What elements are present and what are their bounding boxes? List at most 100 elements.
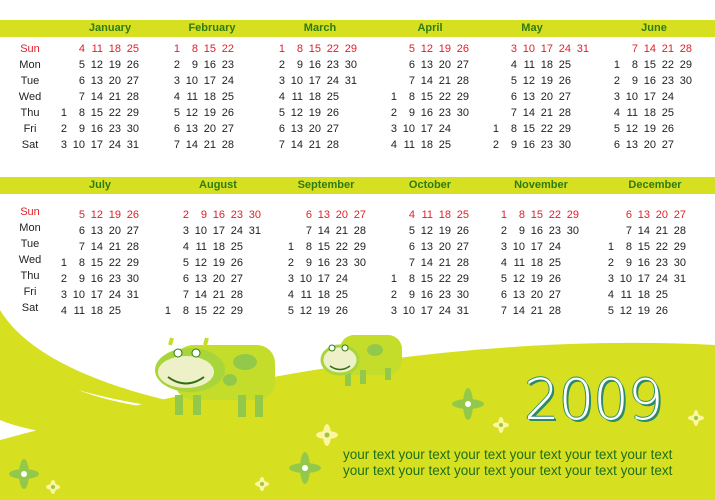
day-cell: 27: [456, 59, 469, 71]
day-cell: 7: [500, 305, 507, 317]
day-cell: 10: [522, 43, 535, 55]
day-cell: 2: [390, 289, 397, 301]
tagline-line-1: your text your text your text your text …: [343, 447, 673, 462]
day-cell: 17: [90, 289, 103, 301]
day-cell: 13: [317, 209, 330, 221]
month-title-september: September: [297, 179, 355, 191]
day-cell: 28: [456, 75, 469, 87]
month-grid-january: 1 2 3 4 5 6 7 8 9 10 11 12 13 14 15 16 17 18 19 20 21 22 23 24 2…: [49, 43, 169, 163]
day-cell: 9: [631, 75, 638, 87]
day-cell: 14: [420, 257, 433, 269]
day-cell: 15: [90, 257, 103, 269]
day-cell: 12: [90, 59, 103, 71]
day-cell: 17: [203, 75, 216, 87]
day-cell: 12: [90, 209, 103, 221]
day-cell: 13: [637, 209, 650, 221]
day-cell: 4: [408, 209, 415, 221]
day-cell: 5: [287, 305, 294, 317]
day-cell: 2: [607, 257, 614, 269]
month-title-march: March: [303, 22, 337, 34]
day-cell: 20: [108, 225, 121, 237]
day-cell: 27: [126, 75, 139, 87]
day-cell: 2: [287, 257, 294, 269]
day-cell: 15: [317, 241, 330, 253]
day-cell: 10: [512, 241, 525, 253]
day-cell: 26: [126, 209, 139, 221]
day-cell: 17: [540, 43, 553, 55]
day-cell: 30: [566, 225, 579, 237]
day-cell: 11: [513, 257, 525, 269]
day-cell: 26: [661, 123, 674, 135]
day-cell: 3: [173, 75, 180, 87]
day-cell: 8: [625, 241, 632, 253]
day-cell: 8: [78, 257, 85, 269]
day-label: Mon: [19, 59, 41, 71]
day-cell: 27: [230, 273, 243, 285]
month-header-bar-bottom: [0, 177, 715, 194]
day-cell: 19: [643, 123, 656, 135]
day-cell: 16: [637, 257, 650, 269]
day-cell: 11: [626, 107, 638, 119]
day-label: Sun: [20, 43, 40, 55]
day-cell: 21: [661, 43, 674, 55]
day-cell: 4: [78, 43, 85, 55]
day-cell: 1: [390, 273, 397, 285]
day-cell: 10: [290, 75, 303, 87]
day-label: Fri: [23, 286, 37, 298]
day-cell: 7: [173, 139, 180, 151]
day-cell: 22: [540, 123, 553, 135]
month-grid-may: 1 2 3 4 5 6 7 8 9 10 11 12 13 14 15 16 17 18 19 20 21 22 23 24 2…: [481, 43, 601, 163]
month-grid-october: 1 2 3 4 5 6 7 8 9 10 11 12 13 14 15 16 17 18 19 20 21 22 23 24 2…: [379, 209, 499, 329]
day-cell: 28: [126, 241, 139, 253]
day-cell: 24: [335, 273, 348, 285]
day-cell: 16: [212, 209, 225, 221]
day-cell: 18: [643, 107, 656, 119]
month-grid-june: 1 2 3 4 5 6 7 8 9 10 11 12 13 14 15 16 17 18 19 20 21 22 23 24 2…: [602, 43, 715, 163]
day-cell: 26: [230, 257, 243, 269]
month-title-april: April: [417, 22, 443, 34]
day-cell: 1: [60, 257, 67, 269]
day-cell: 28: [548, 305, 561, 317]
day-cell: 11: [195, 241, 207, 253]
day-cell: 9: [408, 107, 415, 119]
day-cell: 5: [182, 257, 189, 269]
day-cell: 21: [203, 139, 216, 151]
day-cell: 7: [78, 241, 85, 253]
day-cell: 6: [408, 241, 415, 253]
day-cell: 18: [420, 139, 433, 151]
month-title-august: August: [199, 179, 237, 191]
day-cell: 19: [540, 75, 553, 87]
day-label: Sat: [21, 302, 39, 314]
month-title-june: June: [641, 22, 667, 34]
day-cell: 1: [287, 241, 294, 253]
day-cell: 13: [420, 241, 433, 253]
day-cell: 12: [185, 107, 198, 119]
day-cell: 9: [78, 273, 85, 285]
month-grid-march: 1 2 3 4 5 6 7 8 9 10 11 12 13 14 15 16 17 18 19 20 21 22 23 24 2…: [267, 43, 387, 163]
day-cell: 28: [221, 139, 234, 151]
day-cell: 18: [637, 289, 650, 301]
day-cell: 15: [420, 273, 433, 285]
day-cell: 15: [637, 241, 650, 253]
day-cell: 30: [344, 59, 357, 71]
cow-right-icon: [320, 335, 402, 386]
day-cell: 2: [182, 209, 189, 221]
day-cell: 19: [203, 107, 216, 119]
day-cell: 7: [625, 225, 632, 237]
day-cell: 18: [308, 91, 321, 103]
day-cell: 22: [438, 273, 451, 285]
day-cell: 4: [278, 91, 285, 103]
day-cell: 21: [335, 225, 348, 237]
day-cell: 21: [108, 241, 121, 253]
day-cell: 29: [353, 241, 366, 253]
month-title-january: January: [88, 22, 132, 34]
day-cell: 9: [296, 59, 303, 71]
day-cell: 1: [60, 107, 67, 119]
day-cell: 31: [248, 225, 261, 237]
day-cell: 3: [500, 241, 507, 253]
day-cell: 18: [540, 59, 553, 71]
day-cell: 24: [230, 225, 243, 237]
left-swoosh-2: [0, 370, 300, 439]
day-cell: 2: [390, 107, 397, 119]
day-cell: 15: [420, 91, 433, 103]
